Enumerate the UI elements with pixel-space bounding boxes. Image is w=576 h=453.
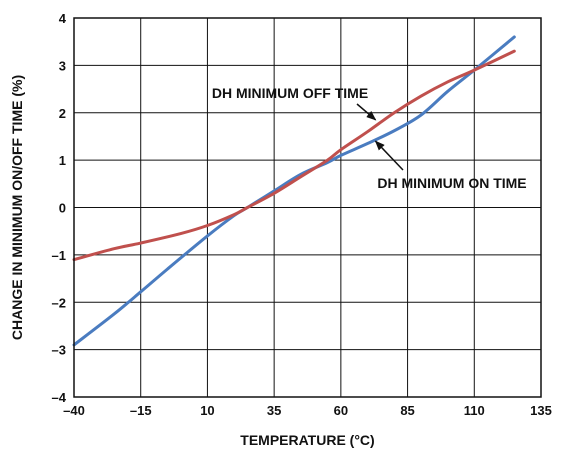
x-tick-label: 85: [400, 403, 414, 418]
y-tick-label: –2: [52, 295, 66, 310]
series-line-dh-minimum-on-time: [72, 35, 516, 347]
x-tick-label: 10: [200, 403, 214, 418]
grid-layer: [73, 17, 542, 398]
x-tick-label: 60: [334, 403, 348, 418]
series-line-dh-minimum-off-time: [72, 49, 516, 262]
annotation-arrow: [356, 103, 377, 121]
x-tick-label: 135: [530, 403, 552, 418]
y-tick-label: –4: [52, 390, 67, 405]
y-tick-label: 2: [59, 106, 66, 121]
y-tick-label: 4: [59, 11, 67, 26]
x-axis-title: TEMPERATURE (°C): [240, 432, 374, 448]
annotation-arrow: [374, 140, 404, 171]
y-tick-label: 3: [59, 58, 66, 73]
tick-layer: –40 –15 10 35 60 85 110 135 –4 –3 –2 –1 0 1 2 3 4: [52, 11, 552, 418]
y-tick-label: 1: [59, 153, 66, 168]
annotation-label: DH MINIMUM OFF TIME: [212, 85, 368, 101]
y-tick-label: 0: [59, 201, 66, 216]
x-tick-label: –15: [130, 403, 152, 418]
series-layer: [72, 35, 516, 347]
x-tick-label: 35: [267, 403, 281, 418]
y-tick-label: –3: [52, 343, 66, 358]
annotation-layer: DH MINIMUM OFF TIME DH MINIMUM ON TIME: [212, 85, 527, 191]
plot-frame: [73, 17, 542, 398]
x-tick-label: 110: [464, 403, 485, 418]
x-tick-label: –40: [63, 403, 85, 418]
y-axis-title: CHANGE IN MINIMUM ON/OFF TIME (%): [9, 75, 25, 340]
annotation-label: DH MINIMUM ON TIME: [377, 175, 526, 191]
y-tick-label: –1: [52, 248, 66, 263]
